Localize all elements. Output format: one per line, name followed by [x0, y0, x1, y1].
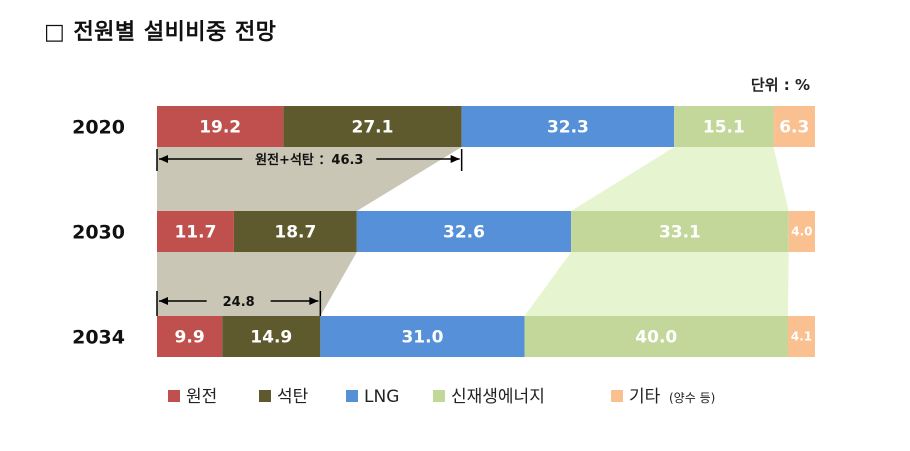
category-label: 2030: [72, 222, 125, 244]
data-label: 40.0: [635, 328, 677, 348]
data-label: 31.0: [401, 328, 443, 348]
bar-segment: [461, 106, 675, 147]
data-label: 4.0: [791, 225, 812, 239]
unit-label: 단위 : %: [750, 76, 810, 94]
bracket-label: 원전+석탄 ：46.3: [255, 152, 363, 168]
data-label: 11.7: [174, 223, 216, 243]
bar-segment: [773, 106, 815, 147]
bar-segment: [674, 106, 774, 147]
page-title: □ 전원별 설비비중 전망: [44, 20, 277, 45]
data-label: 6.3: [779, 118, 809, 138]
legend-swatch: [433, 390, 445, 402]
legend-label: 석탄: [277, 387, 309, 407]
data-label: 15.1: [703, 118, 745, 138]
bar-segment: [788, 211, 815, 252]
data-label: 33.1: [659, 223, 701, 243]
connector-band: [571, 147, 789, 211]
legend-label: 기타: [629, 387, 661, 407]
bar-segment: [222, 316, 321, 357]
bar-segment: [787, 316, 815, 357]
bar-segment: [157, 211, 234, 252]
legend-label: LNG: [364, 387, 399, 407]
data-label: 32.3: [547, 118, 589, 138]
bar-segment: [283, 106, 462, 147]
data-label: 18.7: [274, 223, 316, 243]
bar-segment: [157, 106, 284, 147]
bar-segment: [356, 211, 572, 252]
connector-band: [524, 252, 789, 316]
legend-swatch: [168, 390, 180, 402]
category-label: 2034: [72, 327, 125, 349]
data-label: 19.2: [199, 118, 241, 138]
arrow-head: [450, 155, 460, 163]
connector-band: [157, 147, 462, 211]
bar-segment: [233, 211, 357, 252]
arrow-head: [159, 297, 168, 305]
legend-label: 원전: [186, 387, 217, 407]
bracket-label: 24.8: [223, 295, 255, 310]
data-label: 9.9: [175, 328, 205, 348]
data-label: 14.9: [250, 328, 292, 348]
legend-swatch: [346, 390, 358, 402]
legend-swatch: [611, 390, 623, 402]
bar-segment: [320, 316, 525, 357]
bar-segment: [524, 316, 788, 357]
legend-label: 신재생에너지: [451, 387, 545, 407]
bar-segment: [571, 211, 789, 252]
connector-band: [157, 252, 357, 316]
legend-swatch: [259, 390, 271, 402]
data-label: 27.1: [352, 118, 394, 138]
category-label: 2020: [72, 117, 125, 139]
data-label: 32.6: [443, 223, 485, 243]
arrow-head: [309, 297, 319, 305]
legend-suffix: (양수 등): [669, 391, 715, 405]
data-label: 4.1: [791, 330, 812, 344]
arrow-head: [159, 155, 168, 163]
bar-segment: [157, 316, 223, 357]
